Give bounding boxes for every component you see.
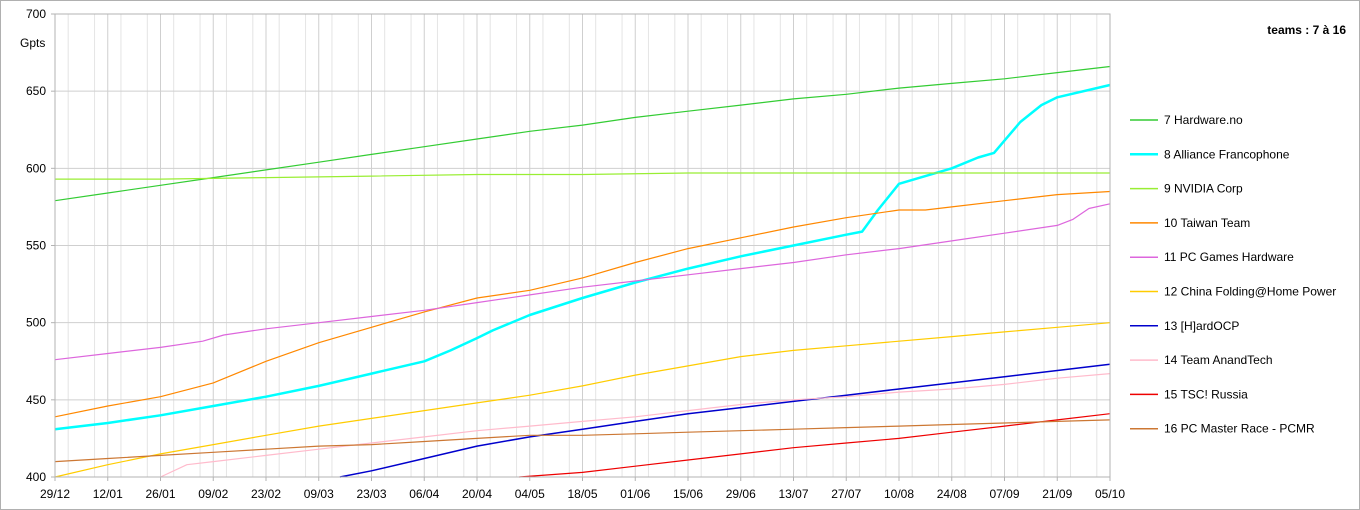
x-tick-label: 29/06 <box>726 487 756 501</box>
x-tick-label: 13/07 <box>778 487 808 501</box>
x-tick-label: 29/12 <box>40 487 70 501</box>
x-tick-label: 27/07 <box>831 487 861 501</box>
legend-entry: 14 Team AnandTech <box>1164 353 1273 367</box>
y-tick-label: 550 <box>26 239 46 253</box>
legend-entry: 11 PC Games Hardware <box>1164 250 1294 264</box>
x-tick-label: 06/04 <box>409 487 439 501</box>
series-line-5 <box>54 203 1111 361</box>
y-tick-label: 700 <box>26 7 46 21</box>
x-tick-label: 01/06 <box>620 487 650 501</box>
x-tick-label: 09/02 <box>198 487 228 501</box>
x-tick-label: 18/05 <box>567 487 597 501</box>
series-line-4 <box>54 190 1111 418</box>
x-tick-label: 21/09 <box>1042 487 1072 501</box>
series-line-9 <box>519 413 1111 478</box>
series-line-7 <box>339 363 1111 478</box>
series-line-10 <box>54 419 1111 463</box>
x-axis: 29/12 12/01 26/01 09/02 23/02 09/03 23/03 06/04… <box>40 477 1125 501</box>
y-tick-label: 450 <box>26 393 46 407</box>
y-tick-label: 650 <box>26 84 46 98</box>
legend-entry: 15 TSC! Russia <box>1164 387 1248 401</box>
y-tick-label: 400 <box>26 470 46 484</box>
x-tick-label: 24/08 <box>937 487 967 501</box>
x-tick-label: 20/04 <box>462 487 492 501</box>
x-tick-label: 07/09 <box>989 487 1019 501</box>
y-axis: 400 450 500 550 600 650 700 <box>26 7 55 484</box>
legend: 7 Hardware.no 8 Alliance Francophone 9 NVI… <box>1130 113 1336 436</box>
legend-entry: 13 [H]ardOCP <box>1164 319 1239 333</box>
x-tick-label: 09/03 <box>304 487 334 501</box>
x-tick-label: 12/01 <box>93 487 123 501</box>
legend-entry: 16 PC Master Race - PCMR <box>1164 422 1315 436</box>
chart-title: teams : 7 à 16 <box>1267 23 1346 37</box>
legend-entry: 12 China Folding@Home Power <box>1164 285 1336 299</box>
x-tick-label: 04/05 <box>515 487 545 501</box>
plot-area <box>54 65 1111 478</box>
legend-entry: 7 Hardware.no <box>1164 113 1243 127</box>
series-line-8 <box>160 373 1111 478</box>
x-tick-label: 26/01 <box>145 487 175 501</box>
series-line-1 <box>54 65 1111 202</box>
x-tick-label: 05/10 <box>1095 487 1125 501</box>
legend-entry: 8 Alliance Francophone <box>1164 147 1290 161</box>
legend-entry: 9 NVIDIA Corp <box>1164 182 1243 196</box>
y-tick-label: 600 <box>26 161 46 175</box>
x-tick-label: 23/02 <box>251 487 281 501</box>
x-tick-label: 10/08 <box>884 487 914 501</box>
legend-entry: 10 Taiwan Team <box>1164 216 1250 230</box>
series-line-3 <box>55 172 1110 180</box>
series-line-2 <box>54 83 1111 431</box>
series-line-6 <box>54 322 1111 478</box>
y-tick-label: 500 <box>26 316 46 330</box>
x-tick-label: 15/06 <box>673 487 703 501</box>
y-axis-label: Gpts <box>20 36 45 50</box>
x-tick-label: 23/03 <box>356 487 386 501</box>
